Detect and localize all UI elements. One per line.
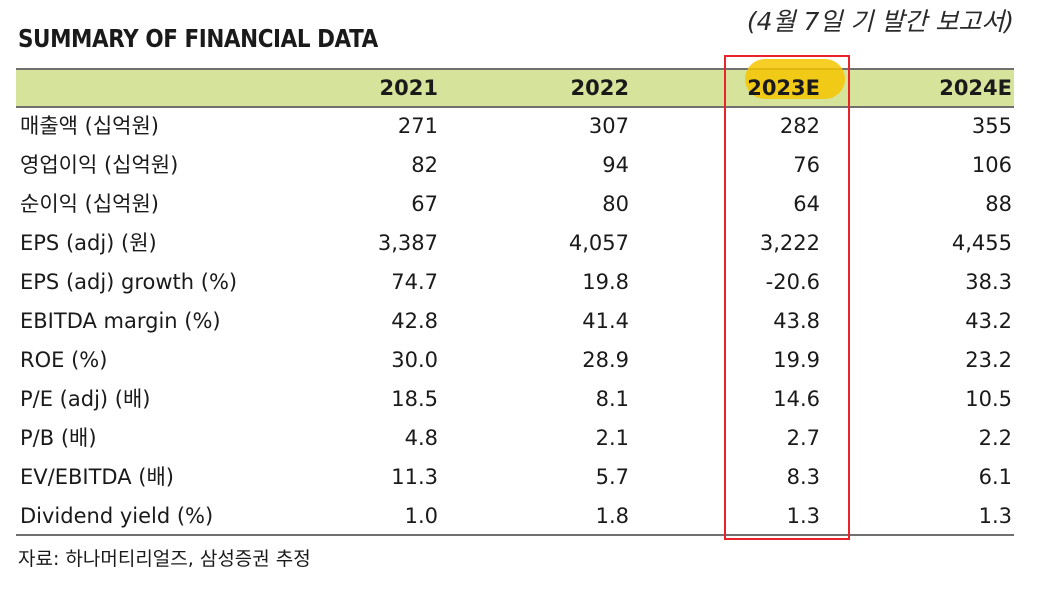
- cell-value: 10.5: [965, 387, 1012, 411]
- cell-value: 42.8: [391, 309, 438, 333]
- cell-value: 1.8: [595, 504, 629, 528]
- table-row: EV/EBITDA (배) 11.3 5.7 8.3 6.1: [0, 458, 1042, 497]
- table-row: Dividend yield (%) 1.0 1.8 1.3 1.3: [0, 497, 1042, 536]
- cell-value: 1.3: [786, 504, 820, 528]
- cell-value: 282: [779, 114, 820, 138]
- column-highlight-mark: [745, 59, 845, 99]
- cell-value: 8.3: [786, 465, 820, 489]
- cell-value: 11.3: [391, 465, 438, 489]
- row-label: ROE (%): [20, 348, 108, 372]
- cell-value: 4,057: [568, 231, 629, 255]
- row-label: P/B (배): [20, 426, 97, 450]
- row-label: P/E (adj) (배): [20, 387, 151, 411]
- cell-value: 23.2: [965, 348, 1012, 372]
- cell-value: 94: [602, 153, 629, 177]
- table-row: 영업이익 (십억원) 82 94 76 106: [0, 146, 1042, 185]
- table-row: 매출액 (십억원) 271 307 282 355: [0, 107, 1042, 146]
- cell-value: 355: [971, 114, 1012, 138]
- report-date-note: (4월 7일 기 발간 보고서): [746, 7, 1014, 36]
- cell-value: 67: [411, 192, 438, 216]
- table-bottom-rule: [16, 534, 1014, 536]
- cell-value: 74.7: [391, 270, 438, 294]
- cell-value: 2.7: [786, 426, 820, 450]
- table-title: SUMMARY OF FINANCIAL DATA: [18, 24, 378, 53]
- cell-value: 4,455: [951, 231, 1012, 255]
- cell-value: 1.3: [978, 504, 1012, 528]
- row-label: 영업이익 (십억원): [20, 153, 179, 177]
- row-label: EPS (adj) (원): [20, 231, 157, 255]
- table-row: EPS (adj) growth (%) 74.7 19.8 -20.6 38.…: [0, 263, 1042, 302]
- table-row: EBITDA margin (%) 42.8 41.4 43.8 43.2: [0, 302, 1042, 341]
- cell-value: 43.8: [773, 309, 820, 333]
- cell-value: 28.9: [582, 348, 629, 372]
- column-header-2023e: 2023E: [747, 76, 820, 100]
- cell-value: 41.4: [582, 309, 629, 333]
- cell-value: 82: [411, 153, 438, 177]
- cell-value: 19.9: [773, 348, 820, 372]
- cell-value: 88: [985, 192, 1012, 216]
- table-row: 순이익 (십억원) 67 80 64 88: [0, 185, 1042, 224]
- cell-value: 38.3: [965, 270, 1012, 294]
- row-label: 매출액 (십억원): [20, 114, 159, 138]
- column-header-2022: 2022: [570, 76, 629, 100]
- column-header-2024e: 2024E: [939, 76, 1012, 100]
- cell-value: 80: [602, 192, 629, 216]
- source-note: 자료: 하나머티리얼즈, 삼성증권 추정: [18, 548, 311, 570]
- cell-value: 6.1: [978, 465, 1012, 489]
- cell-value: 76: [793, 153, 820, 177]
- cell-value: 43.2: [965, 309, 1012, 333]
- table-row: EPS (adj) (원) 3,387 4,057 3,222 4,455: [0, 224, 1042, 263]
- cell-value: 64: [793, 192, 820, 216]
- table-header: [16, 68, 1014, 108]
- table-row: P/B (배) 4.8 2.1 2.7 2.2: [0, 419, 1042, 458]
- cell-value: 18.5: [391, 387, 438, 411]
- cell-value: 271: [397, 114, 438, 138]
- cell-value: 14.6: [773, 387, 820, 411]
- cell-value: 8.1: [595, 387, 629, 411]
- cell-value: -20.6: [765, 270, 820, 294]
- cell-value: 5.7: [595, 465, 629, 489]
- table-row: ROE (%) 30.0 28.9 19.9 23.2: [0, 341, 1042, 380]
- cell-value: 19.8: [582, 270, 629, 294]
- highlight-box-2023e: [724, 55, 850, 540]
- column-header-2021: 2021: [379, 76, 438, 100]
- cell-value: 307: [588, 114, 629, 138]
- row-label: Dividend yield (%): [20, 504, 214, 528]
- cell-value: 1.0: [404, 504, 438, 528]
- cell-value: 2.1: [595, 426, 629, 450]
- cell-value: 4.8: [404, 426, 438, 450]
- row-label: 순이익 (십억원): [20, 192, 159, 216]
- cell-value: 106: [971, 153, 1012, 177]
- cell-value: 3,387: [377, 231, 438, 255]
- row-label: EBITDA margin (%): [20, 309, 221, 333]
- cell-value: 3,222: [759, 231, 820, 255]
- cell-value: 2.2: [978, 426, 1012, 450]
- cell-value: 30.0: [391, 348, 438, 372]
- row-label: EV/EBITDA (배): [20, 465, 174, 489]
- table-row: P/E (adj) (배) 18.5 8.1 14.6 10.5: [0, 380, 1042, 419]
- row-label: EPS (adj) growth (%): [20, 270, 238, 294]
